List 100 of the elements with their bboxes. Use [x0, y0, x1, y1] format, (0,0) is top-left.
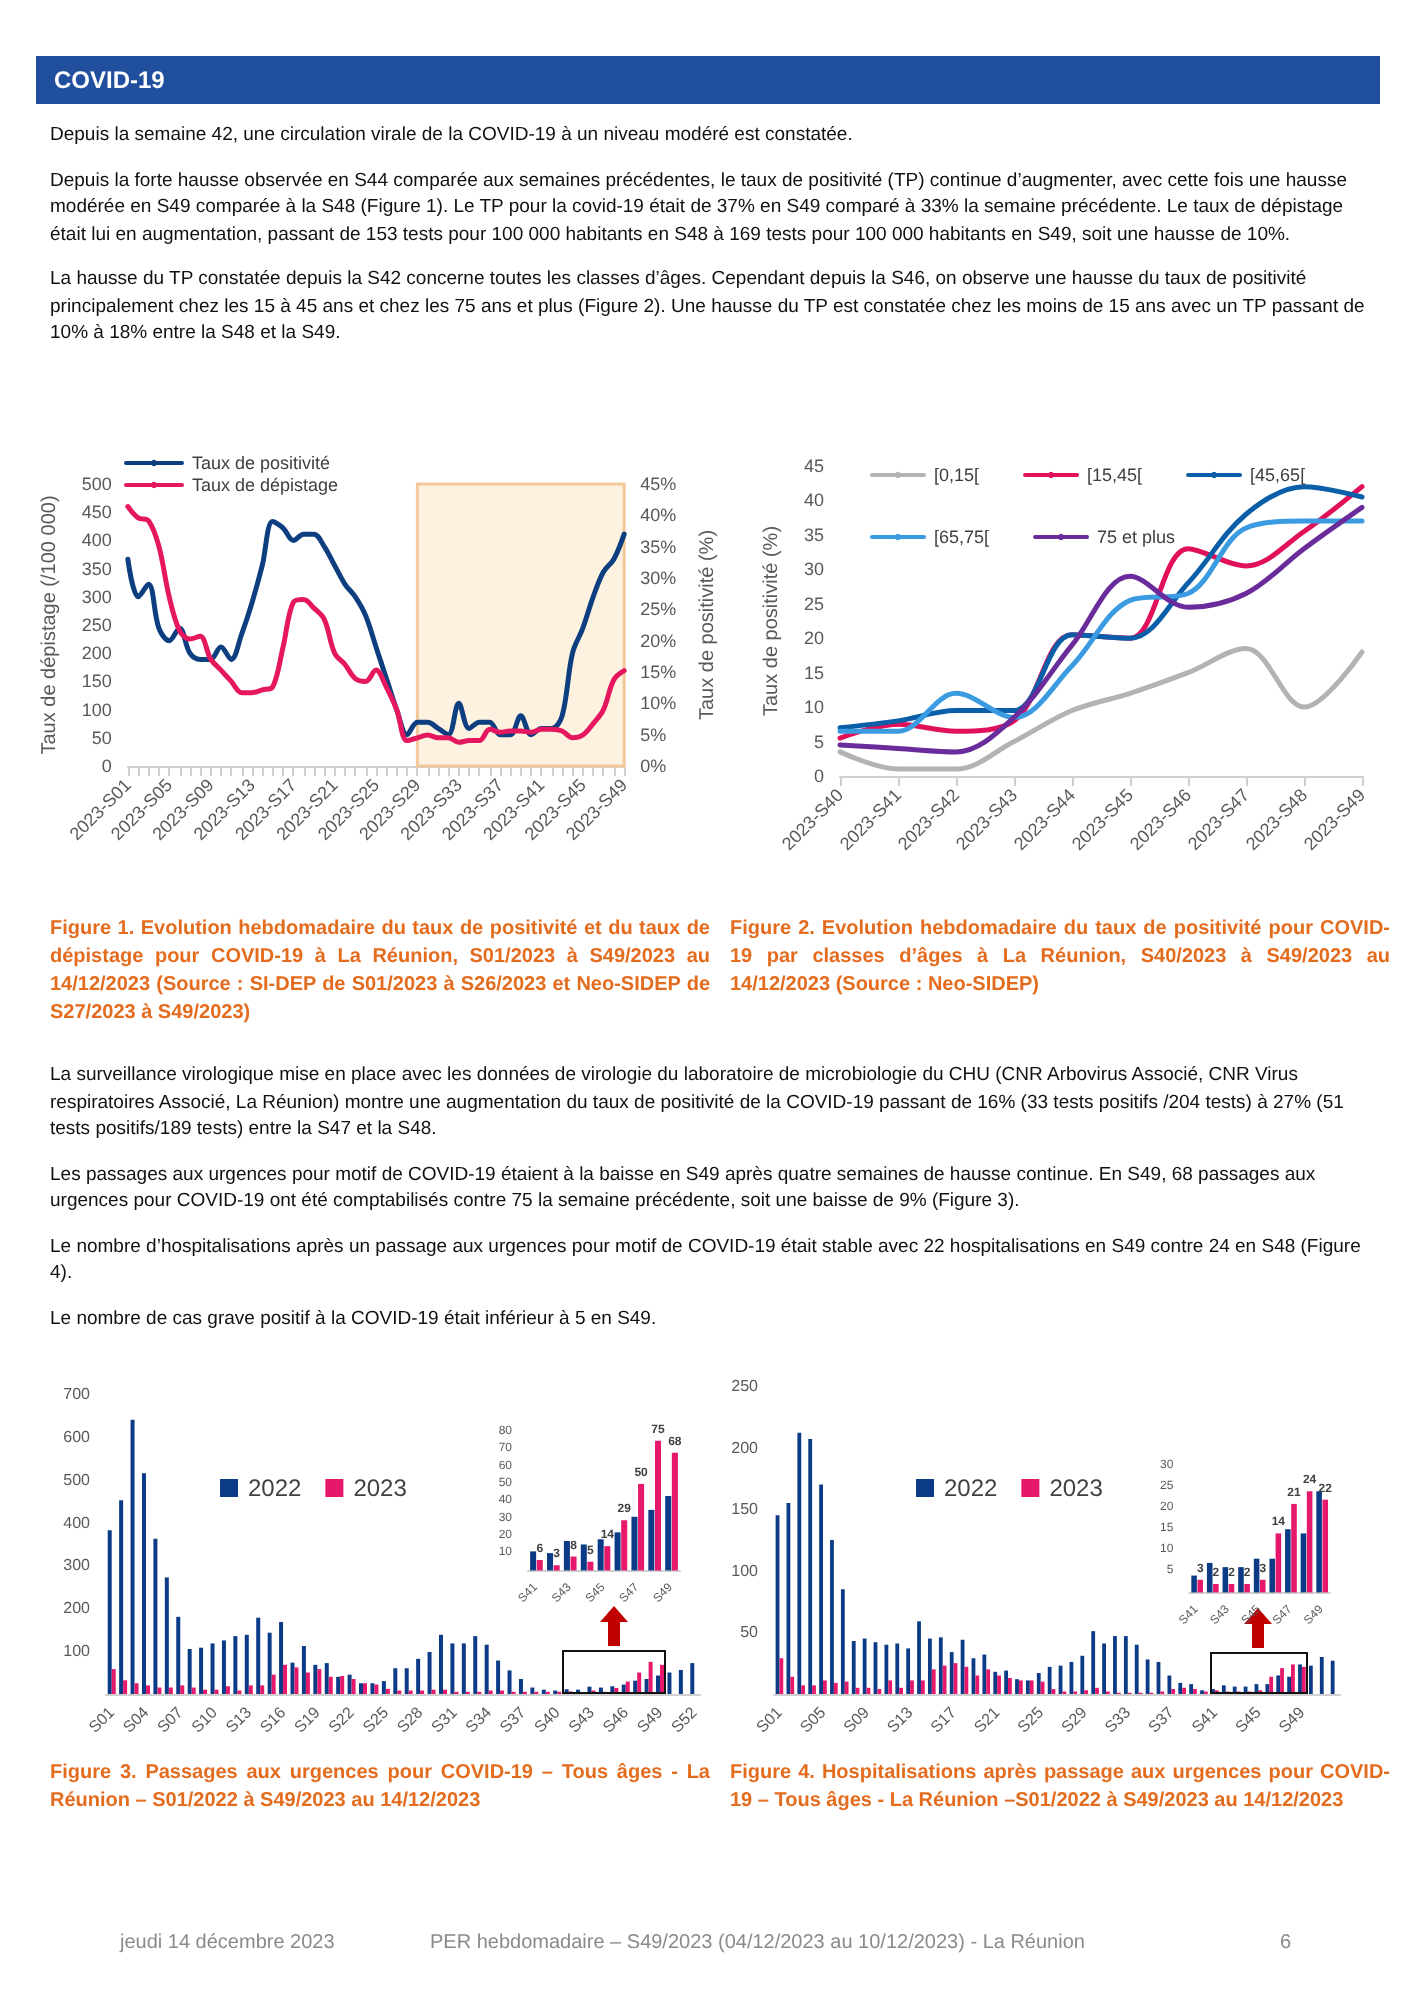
x-tick-label: S05 [796, 1702, 831, 1737]
x-tick-label: S33 [1101, 1702, 1135, 1737]
bar [1316, 1491, 1322, 1593]
x-tick-label: S07 [153, 1702, 188, 1737]
y-tick-label: 50 [740, 1623, 760, 1642]
legend-label: 2022 [944, 1474, 999, 1502]
y-axis-title: Taux de positivité (%) [761, 525, 784, 717]
x-tick-label: S25 [1014, 1702, 1048, 1737]
bar [580, 1544, 587, 1571]
x-tick-label: S52 [667, 1702, 702, 1737]
bar [180, 1685, 185, 1694]
y-tick-label: 100 [731, 1561, 760, 1580]
line-series [837, 646, 1365, 772]
bar [107, 1530, 112, 1694]
x-tick-label: S17 [927, 1702, 961, 1737]
text: La hausse du TP constatée depuis la S42 concerne toutes les classes d’âges. Cependant depuis la S46, on observe une hausse du taux de positivité principalement chez les 15 à 45 ans et chez les 75 ans et plus (Figure 2). Une hausse du TP est constatée chez les moins de 15 ans avec un TP passant de 10% à 18% entre la S48 et la S49. [50, 266, 1367, 347]
bar [1269, 1558, 1276, 1593]
caption: Figure 2. Evolution hebdomadaire du taux de positivité pour COVID-19 par classes d’âges à La Réunion, S40/2023 à S49/2023 au 14/12/2023 (Source : Neo-SIDEP) [730, 916, 1390, 1000]
y-tick-label: 250 [731, 1377, 760, 1395]
y-tick-label: 500 [81, 474, 112, 494]
bar [328, 1676, 333, 1694]
legend-label: 2023 [1049, 1474, 1104, 1502]
bar [1213, 1583, 1219, 1593]
bar [638, 1483, 645, 1571]
x-tick-label: S31 [427, 1702, 462, 1737]
x-tick-label: S13 [222, 1702, 256, 1737]
bar [660, 1664, 665, 1694]
bar [1244, 1583, 1250, 1593]
y-tick-label: 100 [63, 1642, 92, 1661]
bar [427, 1651, 432, 1694]
y-tick-label: 10 [803, 697, 824, 718]
text: Les passages aux urgences pour motif de COVID-19 étaient à la baisse en S49 après quatre semaines de hausse continue. En S49, 68 passages aux urgences pour COVID-19 ont été comptabilisés contre 75 la semaine précédente, soit une baisse de 9% (Figure 3). [50, 1161, 1318, 1215]
bar [145, 1685, 150, 1694]
x-tick-label: S19 [290, 1702, 325, 1737]
bar [164, 1577, 169, 1694]
bar [168, 1687, 173, 1694]
bar [614, 1532, 621, 1571]
bar [667, 1672, 672, 1694]
bar [1238, 1567, 1244, 1593]
x-tick-label: S16 [256, 1702, 291, 1737]
x-tick-label: S01 [85, 1702, 119, 1737]
legend-label: Taux de dépistage [192, 475, 339, 495]
bar [597, 1539, 604, 1571]
bar [199, 1647, 204, 1694]
y-tick-label: 500 [63, 1470, 92, 1489]
bar [1191, 1575, 1197, 1593]
bar [518, 1678, 523, 1694]
caption: Figure 1. Evolution hebdomadaire du taux de positivité et du taux de dépistage pour COVID-19 à La Réunion, S01/2023 à S49/2023 au 14/12/2023 (Source : SI-DEP de S01/2023 à S26/2023 et Neo-SIDEP de S27/2023 à S49/2023) [50, 916, 710, 1028]
text: Le nombre d’hospitalisations après un passage aux urgences pour motif de COVID-19 était stable avec 22 hospitalisations en S49 contre 24 en S48 (Figure 4). [50, 1233, 1363, 1287]
x-tick-label: S22 [325, 1702, 359, 1737]
y-tick-label: 100 [81, 699, 112, 720]
legend-label: 75 et plus [1097, 527, 1177, 547]
y-tick-label: 200 [731, 1438, 760, 1457]
bar [678, 1669, 683, 1694]
bar [507, 1670, 512, 1694]
bar [654, 1440, 661, 1571]
y2-tick-label: 45% [640, 474, 677, 494]
y-tick-label: 35 [803, 524, 824, 545]
bar [563, 1541, 570, 1571]
bar [313, 1664, 318, 1694]
x-tick-label: S41 [1188, 1702, 1222, 1737]
y-tick-label: 400 [63, 1513, 92, 1532]
y-tick-label: 700 [63, 1385, 92, 1403]
bar [671, 1452, 678, 1571]
x-tick-label: S37 [1144, 1702, 1179, 1737]
bar [473, 1636, 478, 1694]
y-tick-label: 0 [813, 766, 824, 786]
x-tick-label: S10 [188, 1702, 222, 1737]
y2-tick-label: 15% [640, 662, 677, 682]
x-tick-label: S13 [883, 1702, 918, 1737]
bar [233, 1636, 238, 1694]
bar [279, 1621, 284, 1694]
legend-label: Taux de positivité [192, 453, 331, 473]
bar [256, 1617, 261, 1694]
text: Depuis la forte hausse observée en S44 comparée aux semaines précédentes, le taux de positivité (TP) continue d’augmenter, avec cette fois une hausse modérée en S49 comparée à la S48 (Figure 1). Le TP pour la covid-19 était de 37% en S49 comparé à 33% la semaine précédente. Le taux de dépistage était lui en augmentation, passant de 153 tests pour 100 000 habitants en S48 à 169 tests pour 100 000 habitants en S49, soit une hausse de 10%. [50, 167, 1349, 248]
bar [690, 1663, 695, 1694]
x-tick-label: S37 [496, 1702, 531, 1737]
bar [244, 1634, 249, 1694]
y-tick-label: 150 [81, 671, 112, 692]
y-tick-label: 300 [63, 1556, 92, 1575]
y2-tick-label: 20% [640, 630, 677, 651]
bar [1206, 1562, 1213, 1593]
legend-label: 2023 [353, 1474, 408, 1502]
legend-label: 2022 [248, 1474, 303, 1502]
bar [1197, 1579, 1204, 1593]
y-tick-label: 40 [803, 490, 824, 511]
bar [130, 1419, 135, 1694]
y-tick-label: 20 [803, 628, 824, 649]
bar [631, 1516, 638, 1571]
y-tick-label: 50 [91, 727, 112, 748]
x-tick-label: S34 [462, 1702, 496, 1737]
y2-tick-label: 30% [640, 568, 677, 588]
bar [547, 1553, 554, 1571]
y-tick-label: 200 [63, 1599, 92, 1618]
bar [294, 1667, 299, 1694]
bar [530, 1551, 537, 1571]
bar [248, 1685, 253, 1694]
x-tick-label: S29 [1057, 1702, 1092, 1737]
bar [324, 1663, 329, 1694]
bar [141, 1473, 146, 1694]
